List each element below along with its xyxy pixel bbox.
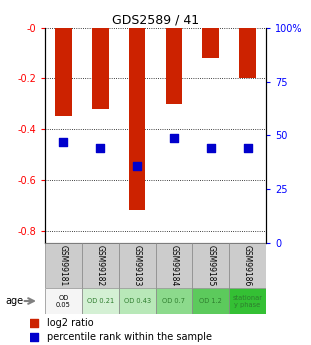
Bar	[55, 28, 72, 116]
Bar	[156, 243, 192, 288]
Bar	[129, 28, 145, 210]
Point	[61, 139, 66, 145]
Bar	[202, 28, 219, 58]
Text: GSM99182: GSM99182	[96, 245, 105, 286]
Title: GDS2589 / 41: GDS2589 / 41	[112, 13, 199, 27]
Point	[171, 135, 176, 140]
Point	[188, 162, 193, 168]
Bar	[239, 28, 256, 78]
Bar	[156, 288, 192, 314]
Bar	[229, 243, 266, 288]
Bar	[82, 288, 119, 314]
Bar	[45, 243, 82, 288]
Text: OD 0.7: OD 0.7	[162, 298, 185, 304]
Point	[135, 163, 140, 168]
Bar	[92, 28, 109, 109]
Point	[245, 146, 250, 151]
Text: OD 0.43: OD 0.43	[123, 298, 151, 304]
Text: stationar
y phase: stationar y phase	[233, 295, 262, 307]
Text: log2 ratio: log2 ratio	[47, 318, 94, 328]
Text: GSM99183: GSM99183	[132, 245, 142, 286]
Point	[188, 283, 193, 288]
Text: OD 1.2: OD 1.2	[199, 298, 222, 304]
Bar	[45, 288, 82, 314]
Bar	[192, 288, 229, 314]
Text: OD
0.05: OD 0.05	[56, 295, 71, 307]
Bar	[119, 288, 156, 314]
Text: age: age	[5, 296, 23, 306]
Text: GSM99185: GSM99185	[206, 245, 215, 286]
Bar	[166, 28, 182, 104]
Text: GSM99184: GSM99184	[169, 245, 179, 286]
Bar	[229, 288, 266, 314]
Text: GSM99186: GSM99186	[243, 245, 252, 286]
Text: percentile rank within the sample: percentile rank within the sample	[47, 332, 212, 342]
Text: OD 0.21: OD 0.21	[87, 298, 114, 304]
Bar	[192, 243, 229, 288]
Point	[98, 146, 103, 151]
Bar	[82, 243, 119, 288]
Point	[208, 146, 213, 151]
Bar	[119, 243, 156, 288]
Text: GSM99181: GSM99181	[59, 245, 68, 286]
